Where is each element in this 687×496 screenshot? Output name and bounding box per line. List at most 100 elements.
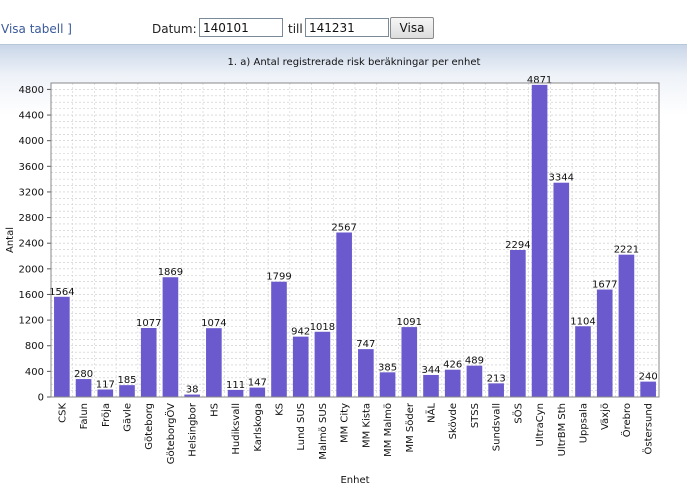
bar bbox=[466, 365, 483, 397]
x-tick-label: Helsingbor bbox=[188, 402, 199, 457]
bar-value-label: 1074 bbox=[201, 318, 226, 329]
bar bbox=[184, 394, 200, 397]
x-tick-label: Karlskoga bbox=[253, 403, 264, 452]
bar-value-label: 4871 bbox=[527, 75, 552, 86]
y-tick-label: 4000 bbox=[19, 136, 44, 147]
y-tick-label: 3200 bbox=[19, 187, 44, 198]
show-table-link[interactable]: Visa tabell ] bbox=[1, 22, 72, 36]
bar-value-label: 747 bbox=[356, 339, 375, 350]
bar-value-label: 38 bbox=[186, 385, 199, 396]
bar bbox=[292, 336, 309, 397]
bar-value-label: 1564 bbox=[49, 287, 74, 298]
bar bbox=[97, 389, 114, 397]
bar-value-label: 111 bbox=[226, 380, 245, 391]
y-tick-label: 3600 bbox=[19, 162, 44, 173]
x-tick-label: CSK bbox=[57, 403, 68, 423]
y-tick-label: 400 bbox=[25, 367, 44, 378]
bar bbox=[75, 379, 92, 397]
x-tick-label: Malmö SUS bbox=[318, 403, 329, 460]
x-tick-label: UltrBM Sth bbox=[557, 403, 568, 456]
x-tick-label: Skövde bbox=[448, 403, 459, 439]
bar-value-label: 280 bbox=[74, 369, 93, 380]
bar-value-label: 1799 bbox=[266, 272, 291, 283]
bar-value-label: 942 bbox=[291, 327, 310, 338]
x-tick-label: NÄL bbox=[425, 403, 438, 423]
date-label: Datum: bbox=[152, 22, 197, 36]
bar bbox=[618, 254, 635, 397]
y-tick-label: 2000 bbox=[19, 264, 44, 275]
bar bbox=[140, 327, 157, 397]
bar-value-label: 1869 bbox=[158, 267, 183, 278]
x-tick-label: Hudiksvall bbox=[231, 403, 242, 455]
show-button[interactable]: Visa bbox=[390, 17, 434, 39]
bar-chart: 1. a) Antal registrerade risk beräkninga… bbox=[5, 57, 660, 486]
x-tick-label: MM Söder bbox=[405, 402, 416, 452]
x-tick-label: Falun bbox=[79, 403, 90, 429]
y-axis-label: Antal bbox=[5, 227, 16, 253]
x-tick-label: HS bbox=[209, 403, 220, 417]
bar bbox=[249, 387, 266, 397]
y-tick-label: 4400 bbox=[19, 111, 44, 122]
bar-value-label: 213 bbox=[487, 373, 506, 384]
bar-value-label: 1677 bbox=[592, 280, 617, 291]
plot-frame bbox=[50, 82, 660, 398]
axes: 0 400 800 1200 1600 2000 2400 2800 3200 3600 4000 4… bbox=[19, 82, 660, 464]
bar bbox=[488, 383, 504, 397]
bar-value-label: 344 bbox=[421, 365, 440, 376]
date-from-input[interactable] bbox=[199, 18, 283, 37]
bar bbox=[227, 389, 244, 397]
x-tick-label: MM Malmö bbox=[383, 403, 394, 457]
y-tick-label: 2800 bbox=[19, 213, 44, 224]
bar bbox=[358, 349, 374, 397]
y-tick-label: 1600 bbox=[19, 290, 44, 301]
y-tick-label: 800 bbox=[25, 341, 44, 352]
bar bbox=[54, 296, 70, 397]
x-tick-label: UltraCyn bbox=[535, 403, 546, 447]
bar-value-label: 489 bbox=[465, 356, 484, 367]
x-tick-label: Östersund bbox=[642, 403, 655, 455]
bar-value-label: 147 bbox=[248, 378, 267, 389]
bar-value-label: 1091 bbox=[397, 317, 422, 328]
till-label: till bbox=[288, 22, 303, 36]
bar-value-label: 3344 bbox=[549, 173, 574, 184]
bar bbox=[444, 369, 461, 397]
bar-value-label: 2294 bbox=[505, 240, 530, 251]
bar bbox=[271, 281, 287, 397]
y-tick-label: 1200 bbox=[19, 316, 44, 327]
bar bbox=[162, 277, 179, 397]
bar-value-label: 1104 bbox=[570, 316, 595, 327]
bar bbox=[423, 374, 439, 397]
bar-value-label: 185 bbox=[117, 375, 136, 386]
bar bbox=[206, 328, 222, 397]
date-to-input[interactable] bbox=[305, 18, 389, 37]
bar-value-label: 2221 bbox=[614, 245, 639, 256]
bar-value-label: 117 bbox=[96, 380, 115, 391]
y-tick-label: 4800 bbox=[19, 85, 44, 96]
bar-value-label: 240 bbox=[639, 372, 658, 383]
bar bbox=[336, 232, 352, 397]
x-tick-label: KS bbox=[275, 403, 286, 416]
bar bbox=[640, 381, 656, 397]
bar-value-label: 1077 bbox=[136, 318, 161, 329]
x-tick-label: SÖS bbox=[511, 403, 524, 424]
bar bbox=[379, 372, 396, 397]
x-tick-label: Uppsala bbox=[579, 403, 590, 443]
bar bbox=[510, 249, 526, 397]
bar-value-label: 2567 bbox=[331, 223, 356, 234]
x-tick-label: GöteborgÖV bbox=[164, 403, 177, 464]
x-tick-label: MM City bbox=[340, 403, 351, 443]
x-tick-label: STSS bbox=[470, 403, 481, 428]
x-tick-label: Göteborg bbox=[144, 403, 155, 450]
bar-value-label: 385 bbox=[378, 362, 397, 373]
x-tick-label: MM Kista bbox=[361, 403, 372, 448]
x-tick-label: Fröja bbox=[101, 403, 112, 427]
x-tick-label: Sundsvall bbox=[492, 403, 503, 451]
bar bbox=[553, 182, 570, 397]
x-tick-label: Örebro bbox=[620, 403, 633, 437]
y-tick-label: 2400 bbox=[19, 239, 44, 250]
bar-value-label: 1018 bbox=[310, 322, 335, 333]
bar bbox=[596, 289, 613, 397]
bar-value-label: 426 bbox=[443, 360, 462, 371]
bar bbox=[531, 84, 548, 397]
